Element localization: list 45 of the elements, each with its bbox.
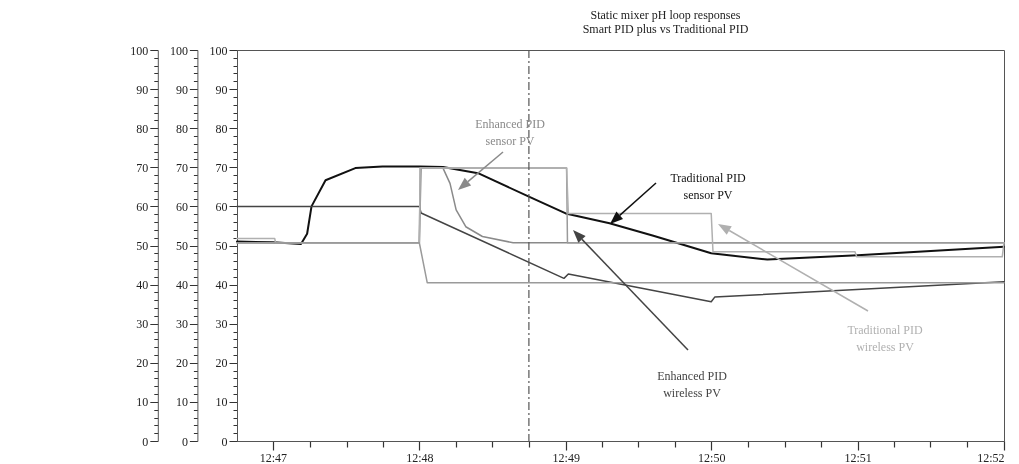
x-tick-label: 12:51 [844,450,872,464]
chart-title: Static mixer pH loop responses [590,8,741,22]
chart-subtitle: Smart PID plus vs Traditional PID [582,22,749,36]
y3-tick-label: 70 [136,160,149,175]
y2-tick-label: 60 [215,199,228,214]
y-tick-label: 40 [175,278,188,293]
y2-tick-label: 80 [215,121,228,136]
x-tick-label: 12:49 [552,450,580,464]
y-tick-label: 0 [181,434,188,449]
y2-tick-label: 100 [209,43,228,58]
text: Enhanced PID wireless PV [657,369,728,400]
y-tick-label: 80 [175,121,188,136]
y3-tick-label: 80 [136,121,149,136]
y3-tick-label: 100 [130,43,149,58]
y2-tick-label: 20 [215,356,228,371]
y2-tick-label: 10 [215,395,228,410]
y2-tick-label: 0 [221,434,228,449]
y3-tick-label: 30 [136,317,149,332]
x-tick-label: 12:50 [698,450,726,464]
y-tick-label: 10 [175,395,188,410]
y3-tick-label: 10 [136,395,149,410]
y3-tick-label: 40 [136,278,149,293]
y-tick-label: 50 [175,239,188,253]
y2-tick-label: 30 [215,317,228,332]
text: Enhanced PID sensor PV [475,117,546,148]
y3-tick-label: 20 [136,356,149,371]
y2-tick-label: 40 [215,278,228,293]
y2-tick-label: 50 [215,239,228,253]
y3-tick-label: 0 [142,434,149,449]
y-tick-label: 100 [169,43,188,58]
y-tick-label: 30 [175,317,188,332]
y2-tick-label: 90 [215,82,228,97]
y-tick-label: 20 [175,356,188,371]
x-tick-label: 12:47 [259,450,288,464]
y2-tick-label: 70 [215,160,228,175]
y-tick-label: 60 [175,199,188,214]
y-tick-label: 90 [175,82,188,97]
x-tick-label: 12:48 [406,450,434,464]
y3-tick-label: 60 [136,199,149,214]
x-tick-label: 12:52 [977,450,1005,464]
text: Traditional PID wireless PV [847,323,923,354]
y3-tick-label: 50 [136,239,149,253]
text: Traditional PID sensor PV [670,171,746,202]
y3-tick-label: 90 [136,82,149,97]
y-tick-label: 70 [175,160,188,175]
